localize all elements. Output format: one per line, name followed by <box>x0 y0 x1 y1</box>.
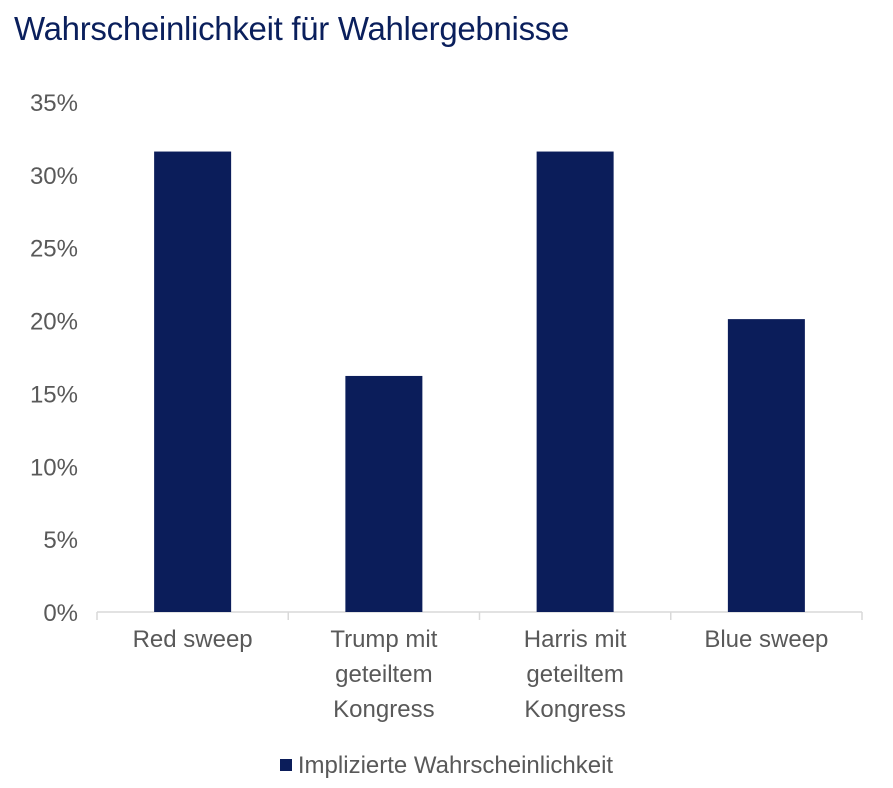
y-tick-label: 5% <box>43 527 78 554</box>
bar-1 <box>154 151 232 613</box>
legend-label: Implizierte Wahrscheinlichkeit <box>297 752 614 779</box>
y-tick-label: 20% <box>30 309 78 336</box>
legend: Implizierte Wahrscheinlichkeit <box>0 752 893 780</box>
x-category-label-line: Kongress <box>524 696 625 723</box>
x-category-label-line: Blue sweep <box>704 626 828 653</box>
x-category-label-line: geteiltem <box>526 661 623 688</box>
y-tick-label: 0% <box>43 600 78 627</box>
x-category-label: Blue sweep <box>704 626 828 653</box>
x-category-label-line: Kongress <box>333 696 434 723</box>
bar-2 <box>345 375 423 612</box>
y-tick-label: 30% <box>30 163 78 190</box>
bar-4 <box>727 319 805 612</box>
y-tick-label: 10% <box>30 454 78 481</box>
x-category-label: Trump mit geteiltem Kongress <box>330 626 437 723</box>
x-category-label: Red sweep <box>133 626 253 653</box>
x-category-label-line: Red sweep <box>133 626 253 653</box>
chart-title: Wahrscheinlichkeit für Wahlergebnisse <box>14 10 570 47</box>
y-tick-label: 15% <box>30 381 78 408</box>
x-category-label-line: geteiltem <box>335 661 432 688</box>
y-tick-label: 25% <box>30 236 78 263</box>
x-category-label: Harris mit geteiltem Kongress <box>524 626 627 723</box>
legend-swatch <box>279 758 292 771</box>
y-tick-label: 35% <box>30 90 78 117</box>
x-category-label-line: Trump mit <box>330 626 437 653</box>
bar-3 <box>536 151 614 613</box>
x-category-label-line: Harris mit <box>524 626 627 653</box>
